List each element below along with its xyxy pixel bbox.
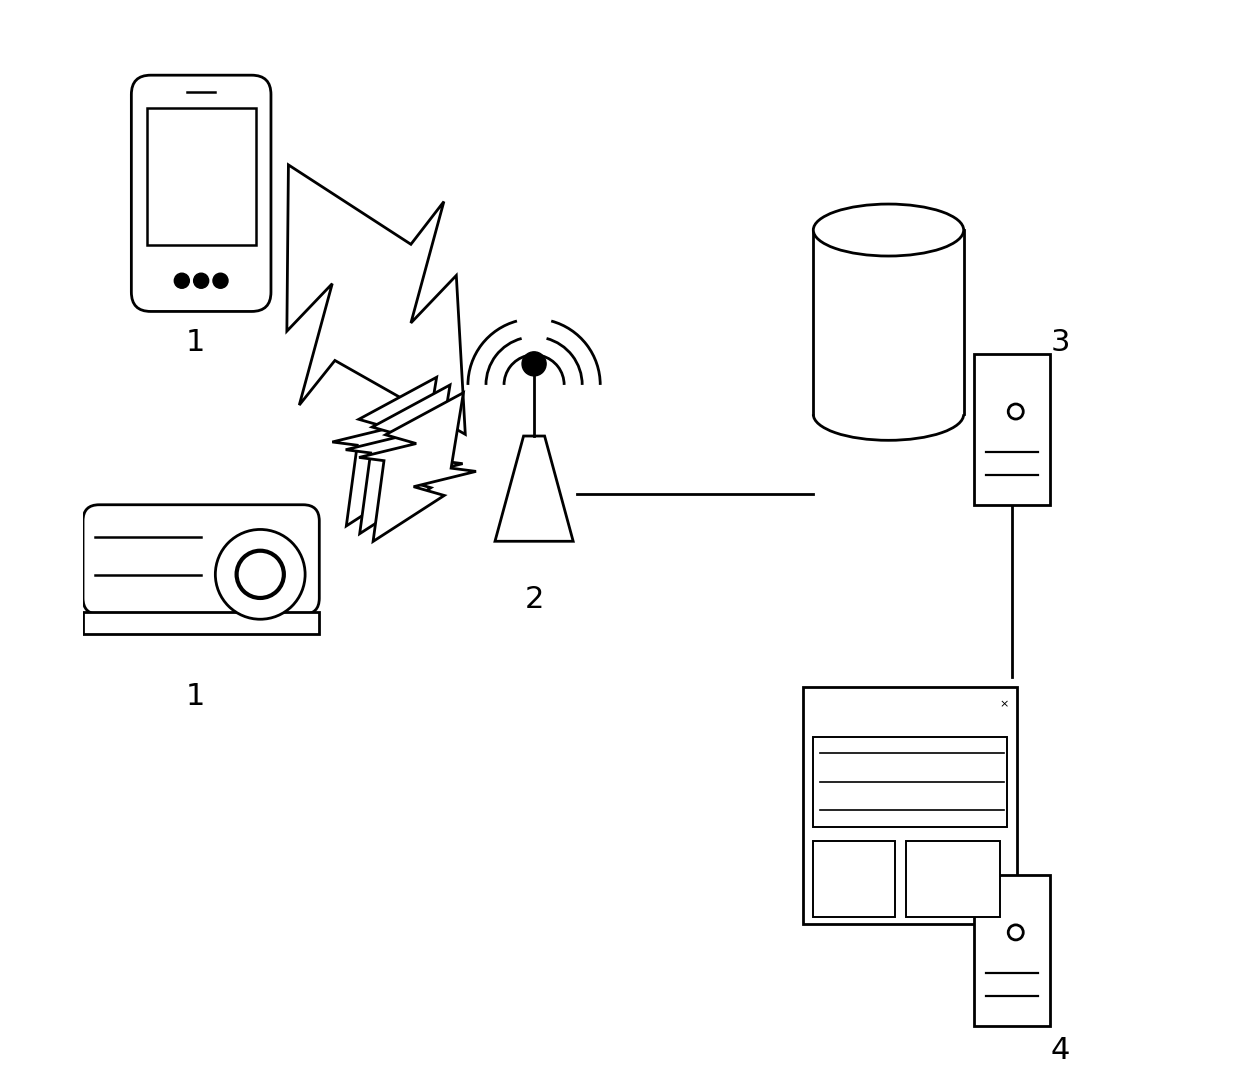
Text: 1: 1 [186, 682, 206, 711]
Bar [83, 612, 319, 634]
Circle shape [1008, 925, 1023, 940]
Circle shape [175, 273, 190, 288]
Circle shape [1008, 404, 1023, 419]
Polygon shape [346, 384, 463, 534]
Bar [905, 841, 1001, 916]
Bar [802, 687, 1017, 924]
Bar [813, 737, 1007, 827]
Polygon shape [360, 393, 476, 541]
Polygon shape [495, 436, 573, 541]
FancyBboxPatch shape [131, 75, 272, 311]
Text: 2: 2 [525, 585, 544, 614]
Text: 3: 3 [1050, 328, 1070, 357]
Circle shape [213, 273, 228, 288]
Polygon shape [332, 377, 449, 526]
FancyBboxPatch shape [83, 505, 319, 614]
Text: 1: 1 [186, 328, 206, 357]
Circle shape [237, 551, 284, 598]
Bar [813, 841, 895, 916]
Bar [975, 354, 1049, 505]
FancyBboxPatch shape [146, 108, 255, 245]
Circle shape [522, 352, 546, 376]
Bar [975, 875, 1049, 1026]
Text: 4: 4 [1050, 1036, 1070, 1065]
Circle shape [193, 273, 208, 288]
Text: ×: × [999, 699, 1009, 709]
Polygon shape [286, 165, 465, 434]
Circle shape [216, 529, 305, 620]
Ellipse shape [813, 204, 963, 256]
